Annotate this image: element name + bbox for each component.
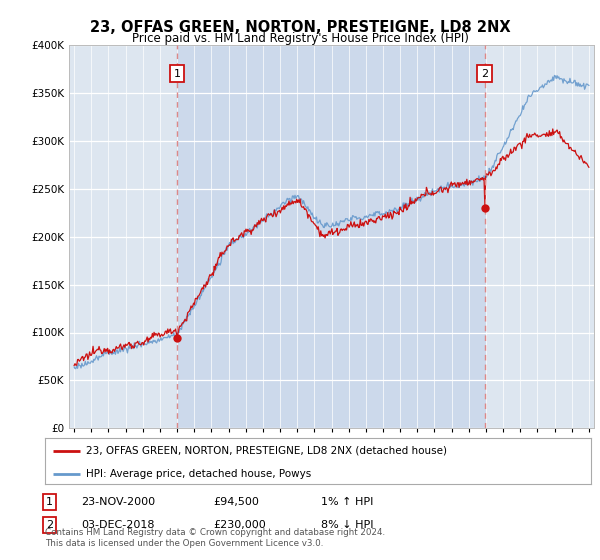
Text: 1: 1 [46,497,53,507]
Text: £230,000: £230,000 [213,520,266,530]
Text: 23-NOV-2000: 23-NOV-2000 [81,497,155,507]
Text: 2: 2 [46,520,53,530]
Text: 1: 1 [173,68,181,78]
Text: HPI: Average price, detached house, Powys: HPI: Average price, detached house, Powy… [86,469,311,479]
Text: £94,500: £94,500 [213,497,259,507]
Text: 8% ↓ HPI: 8% ↓ HPI [321,520,373,530]
Text: 2: 2 [481,68,488,78]
Text: 23, OFFAS GREEN, NORTON, PRESTEIGNE, LD8 2NX (detached house): 23, OFFAS GREEN, NORTON, PRESTEIGNE, LD8… [86,446,447,456]
Text: 23, OFFAS GREEN, NORTON, PRESTEIGNE, LD8 2NX: 23, OFFAS GREEN, NORTON, PRESTEIGNE, LD8… [89,20,511,35]
Text: 1% ↑ HPI: 1% ↑ HPI [321,497,373,507]
Bar [177,45,485,428]
Text: Contains HM Land Registry data © Crown copyright and database right 2024.
This d: Contains HM Land Registry data © Crown c… [45,528,385,548]
Text: Price paid vs. HM Land Registry's House Price Index (HPI): Price paid vs. HM Land Registry's House … [131,32,469,45]
Text: 03-DEC-2018: 03-DEC-2018 [81,520,155,530]
